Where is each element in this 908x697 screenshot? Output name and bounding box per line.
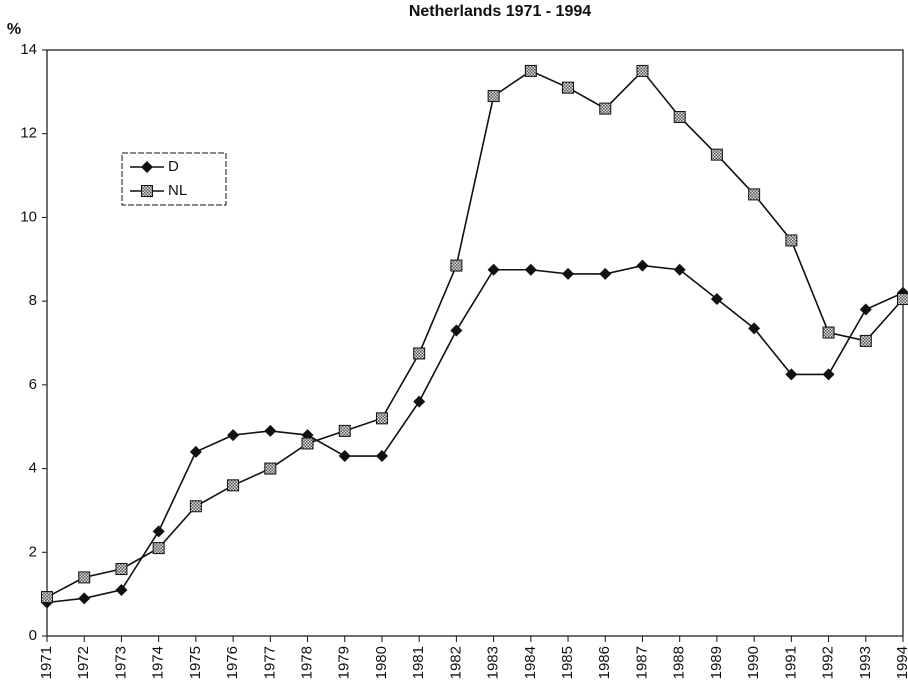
marker (822, 368, 835, 381)
y-axis-label: % (7, 21, 21, 38)
x-tick-label: 1981 (410, 646, 427, 679)
plot-frame (46, 49, 904, 637)
x-tick-label: 1975 (187, 646, 204, 679)
y-tick-label: 12 (20, 125, 37, 142)
marker (78, 571, 91, 584)
marker (152, 542, 165, 555)
x-tick-label: 1980 (373, 646, 390, 679)
marker (450, 259, 463, 272)
x-tick-label: 1987 (633, 646, 650, 679)
marker (301, 437, 314, 450)
marker (487, 263, 500, 276)
x-tick-label: 1979 (336, 646, 353, 679)
marker (78, 592, 91, 605)
x-tick-label: 1971 (38, 646, 55, 679)
marker (41, 591, 53, 604)
x-tick-label: 1985 (559, 646, 576, 679)
marker (859, 303, 872, 316)
marker (748, 322, 761, 335)
marker (524, 263, 537, 276)
y-tick-label: 14 (20, 41, 37, 58)
marker (264, 462, 277, 475)
marker (338, 424, 351, 437)
marker (487, 90, 500, 103)
x-tick-label: 1994 (894, 646, 908, 679)
legend-box (121, 152, 227, 206)
x-tick-label: 1976 (224, 646, 241, 679)
x-tick-label: 1982 (447, 646, 464, 679)
marker (141, 161, 153, 173)
x-tick-label: 1988 (671, 646, 688, 679)
x-tick-label: 1993 (857, 646, 874, 679)
x-tick-label: 1973 (112, 646, 129, 679)
marker (599, 267, 612, 280)
marker (152, 525, 165, 538)
marker (562, 81, 575, 94)
marker (710, 148, 723, 161)
marker (673, 263, 686, 276)
y-tick-label: 2 (29, 543, 37, 560)
chart-title: Netherlands 1971 - 1994 (409, 3, 591, 20)
marker (141, 185, 153, 197)
marker (636, 259, 649, 272)
marker (413, 347, 426, 360)
x-tick-label: 1990 (745, 646, 762, 679)
y-tick-label: 0 (29, 627, 37, 644)
marker (748, 188, 761, 201)
x-tick-label: 1989 (708, 646, 725, 679)
x-tick-label: 1974 (150, 646, 167, 679)
marker (785, 368, 798, 381)
x-tick-label: 1977 (261, 646, 278, 679)
marker (189, 445, 202, 458)
series-line (46, 69, 904, 598)
marker (413, 395, 426, 408)
marker (859, 334, 872, 347)
marker (785, 234, 798, 247)
series-line (46, 264, 904, 604)
marker (375, 450, 388, 463)
x-tick-label: 1984 (522, 646, 539, 679)
marker (115, 583, 128, 596)
y-tick-label: 8 (29, 292, 37, 309)
x-tick-label: 1978 (298, 646, 315, 679)
legend-label: NL (168, 182, 187, 199)
marker (599, 102, 612, 115)
x-tick-label: 1991 (782, 646, 799, 679)
marker (822, 326, 835, 339)
marker (115, 563, 128, 576)
marker (264, 424, 277, 437)
marker (636, 64, 649, 77)
x-tick-label: 1986 (596, 646, 613, 679)
x-tick-label: 1983 (485, 646, 502, 679)
x-tick-label: 1992 (820, 646, 837, 679)
marker (450, 324, 463, 337)
marker (227, 429, 240, 442)
marker (710, 293, 723, 306)
x-tick-label: 1972 (75, 646, 92, 679)
marker (524, 64, 537, 77)
y-tick-label: 6 (29, 376, 37, 393)
y-tick-label: 10 (20, 208, 37, 225)
marker (897, 293, 908, 306)
y-tick-label: 4 (29, 460, 37, 477)
marker (227, 479, 240, 492)
marker (338, 450, 351, 463)
legend-label: D (168, 158, 179, 175)
marker (562, 267, 575, 280)
marker (375, 412, 388, 425)
marker (189, 500, 202, 513)
marker (673, 110, 686, 123)
